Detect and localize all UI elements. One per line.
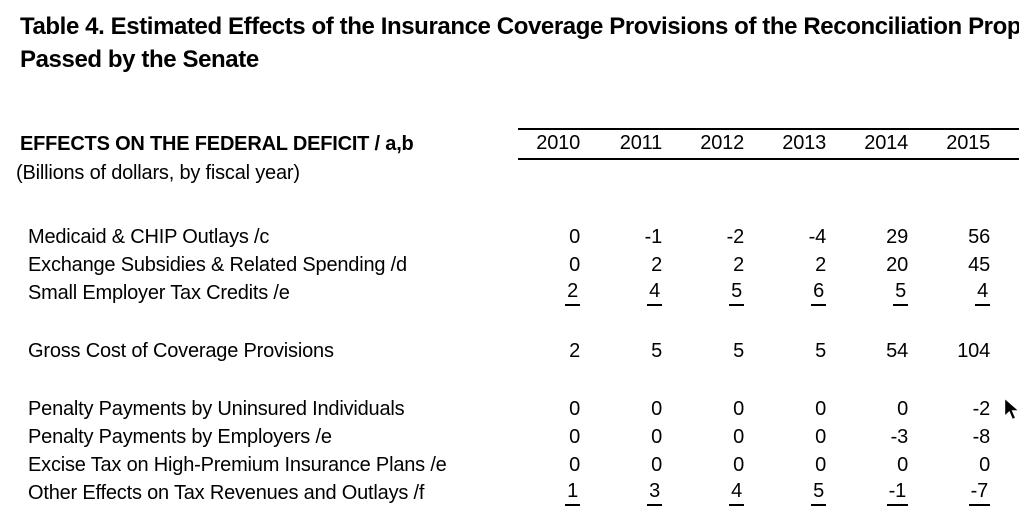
value-cell: 0 [569, 397, 580, 420]
value-cell: 0 [815, 397, 826, 420]
underlined-value: 1 [565, 480, 580, 506]
underlined-value: 2 [565, 280, 580, 306]
table-row: Medicaid & CHIP Outlays /c 0 -1 -2 -4 29… [0, 223, 1019, 251]
value-cell: 0 [569, 453, 580, 476]
value-cell: 4 [600, 279, 682, 307]
value-cell: 5 [733, 339, 744, 362]
value-cell: -7 [928, 479, 1010, 507]
table-title: Table 4. Estimated Effects of the Insura… [20, 10, 1019, 76]
underlined-value: 5 [729, 280, 744, 306]
table-row: Penalty Payments by Uninsured Individual… [0, 395, 1019, 423]
table-row: Other Effects on Tax Revenues and Outlay… [0, 479, 1019, 507]
value-cell: 1 [518, 479, 600, 507]
value-cell: 0 [651, 453, 662, 476]
value-cell: 45 [968, 253, 990, 276]
section-label: EFFECTS ON THE FEDERAL DEFICIT / a,b [20, 133, 414, 155]
underlined-value: 5 [811, 480, 826, 506]
value-cell: 2 [651, 253, 662, 276]
value-cell: 0 [897, 453, 908, 476]
underlined-value: -1 [886, 480, 908, 506]
row-label: Other Effects on Tax Revenues and Outlay… [28, 481, 425, 504]
table-title-line-1: Table 4. Estimated Effects of the Insura… [20, 13, 1019, 40]
value-cell: 5 [764, 479, 846, 507]
value-cell: 0 [979, 453, 990, 476]
year-header-2014: 2014 [846, 128, 928, 160]
value-cell: 0 [651, 397, 662, 420]
value-cell: 0 [897, 397, 908, 420]
underlined-value: -7 [968, 480, 990, 506]
value-cell: -1 [846, 479, 928, 507]
effects-table: EFFECTS ON THE FEDERAL DEFICIT / a,b 201… [0, 128, 1019, 507]
spacer-row [0, 307, 1019, 337]
row-label: Penalty Payments by Employers /e [28, 425, 332, 448]
value-cell: 54 [886, 339, 908, 362]
value-cell: -4 [808, 225, 827, 248]
value-cell: 0 [733, 425, 744, 448]
row-label: Exchange Subsidies & Related Spending /d [28, 253, 407, 276]
table-header-row: EFFECTS ON THE FEDERAL DEFICIT / a,b 201… [0, 128, 1019, 160]
underlined-value: 4 [647, 280, 662, 306]
value-cell: 5 [682, 279, 764, 307]
spacer-row [0, 187, 1019, 223]
underlined-value: 4 [729, 480, 744, 506]
value-cell: -1 [644, 225, 663, 248]
value-cell: 3 [600, 479, 682, 507]
underlined-value: 4 [975, 280, 990, 306]
value-cell: -2 [726, 225, 745, 248]
mouse-cursor-icon [1003, 397, 1019, 421]
value-cell: -8 [972, 425, 991, 448]
value-cell: 2 [518, 279, 600, 307]
value-cell: 0 [733, 397, 744, 420]
table-row: Excise Tax on High-Premium Insurance Pla… [0, 451, 1019, 479]
row-label: Medicaid & CHIP Outlays /c [28, 225, 270, 248]
underlined-value: 5 [893, 280, 908, 306]
year-header-spacer [1010, 128, 1019, 160]
year-header-2013: 2013 [764, 128, 846, 160]
value-cell: 2 [569, 339, 580, 362]
value-cell: 4 [682, 479, 764, 507]
value-cell: 0 [815, 453, 826, 476]
underlined-value: 6 [811, 280, 826, 306]
year-header-2012: 2012 [682, 128, 764, 160]
value-cell: 5 [651, 339, 662, 362]
value-cell: 6 [764, 279, 846, 307]
value-cell: 5 [846, 279, 928, 307]
table-row: Exchange Subsidies & Related Spending /d… [0, 251, 1019, 279]
table-row-subtotal: Gross Cost of Coverage Provisions 2 5 5 … [0, 337, 1019, 365]
row-label: Gross Cost of Coverage Provisions [28, 339, 334, 362]
value-cell: 0 [815, 425, 826, 448]
value-cell: 2 [815, 253, 826, 276]
spacer-row [0, 365, 1019, 395]
value-cell: 29 [886, 225, 908, 248]
underlined-value: 3 [647, 480, 662, 506]
value-cell: 104 [957, 339, 990, 362]
table-title-line-2: Passed by the Senate [20, 46, 259, 73]
value-cell: 0 [651, 425, 662, 448]
value-cell: 0 [569, 225, 580, 248]
value-cell: 56 [968, 225, 990, 248]
row-label: Penalty Payments by Uninsured Individual… [28, 397, 405, 420]
row-label: Excise Tax on High-Premium Insurance Pla… [28, 453, 447, 476]
value-cell: 20 [886, 253, 908, 276]
value-cell: -3 [890, 425, 909, 448]
value-cell: 0 [569, 425, 580, 448]
table-row: Small Employer Tax Credits /e 2 4 5 6 5 … [0, 279, 1019, 307]
value-cell: 4 [928, 279, 1010, 307]
section-sublabel: (Billions of dollars, by fiscal year) [16, 161, 300, 184]
value-cell: -2 [972, 397, 991, 420]
value-cell: 0 [569, 253, 580, 276]
table-subheader-row: (Billions of dollars, by fiscal year) [0, 159, 1019, 187]
year-header-2011: 2011 [600, 128, 682, 160]
value-cell: 2 [733, 253, 744, 276]
row-label: Small Employer Tax Credits /e [28, 281, 290, 304]
value-cell: 5 [815, 339, 826, 362]
year-header-2015: 2015 [928, 128, 1010, 160]
value-cell: 0 [733, 453, 744, 476]
table-row: Penalty Payments by Employers /e 0 0 0 0… [0, 423, 1019, 451]
year-header-2010: 2010 [518, 128, 600, 160]
